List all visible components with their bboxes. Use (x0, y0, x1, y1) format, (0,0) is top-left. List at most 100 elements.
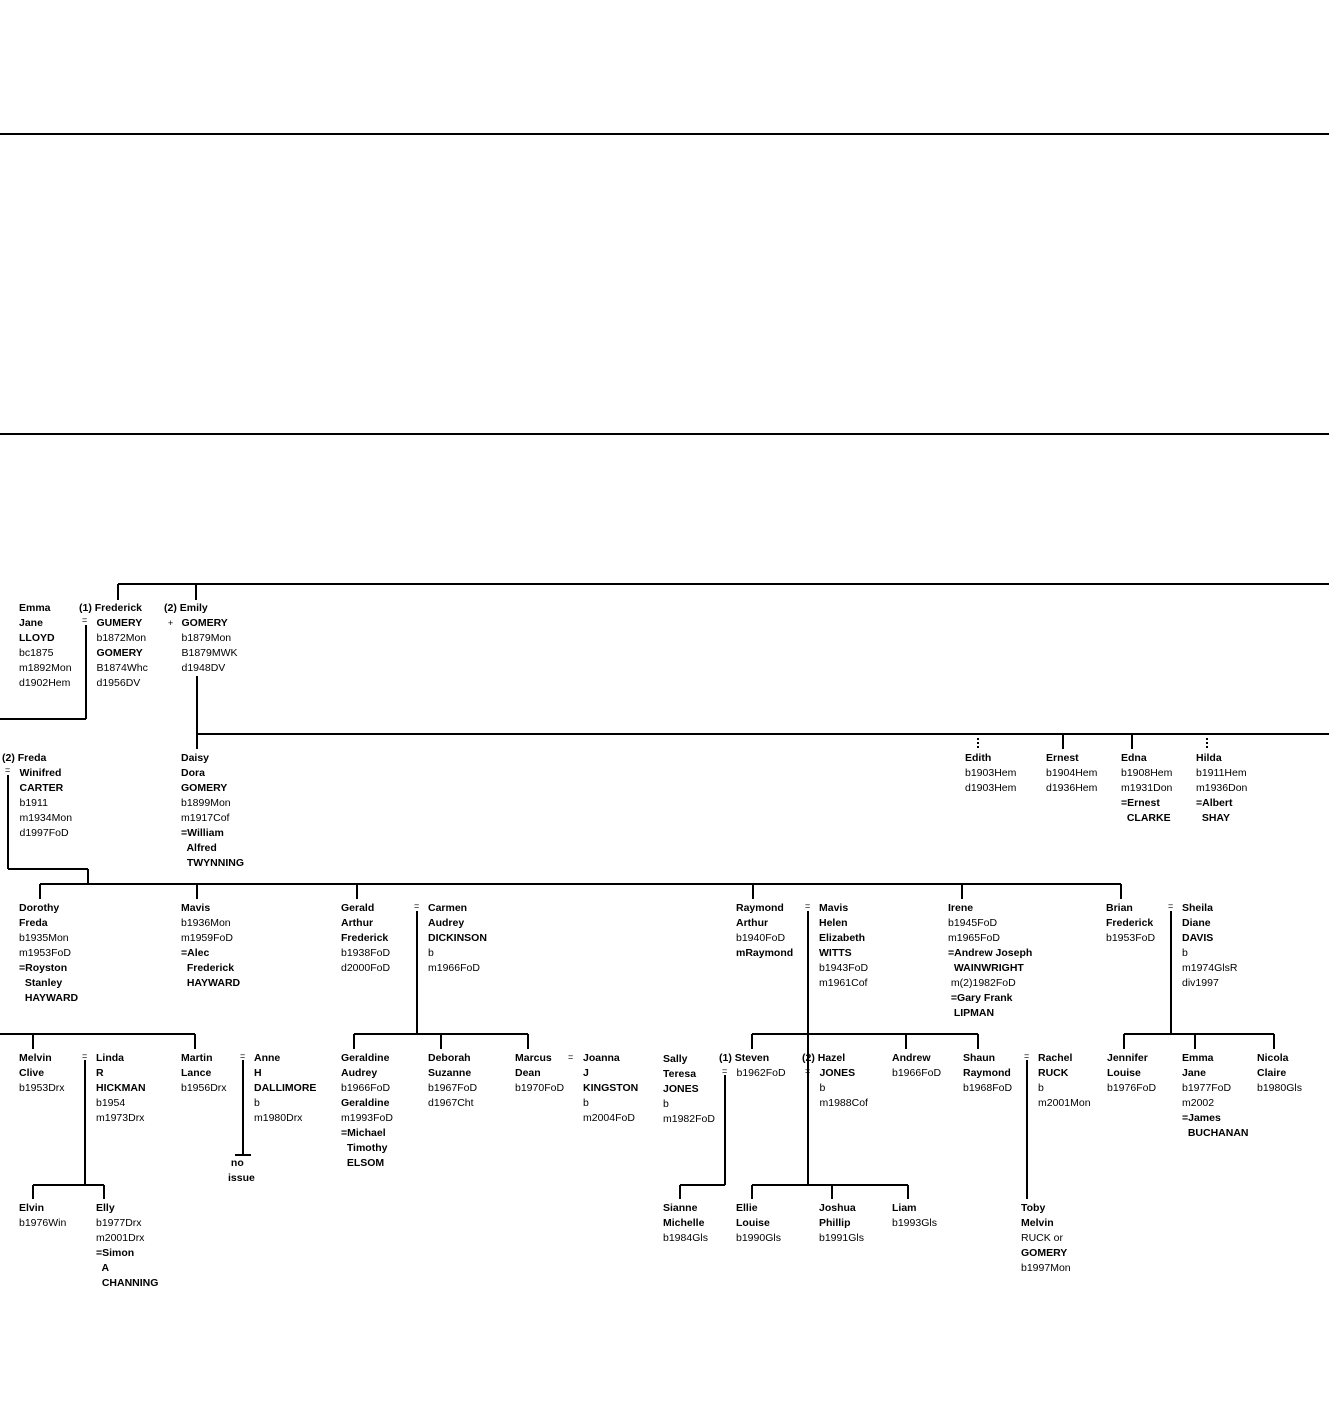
person-line: Lance (181, 1067, 212, 1079)
person-line: Marcus (515, 1052, 552, 1064)
person-emma2: Emma Jane b1977FoD m2002 =James BUCHANAN (1182, 1051, 1249, 1141)
person-line: b1966FoD (341, 1082, 391, 1094)
person-line: d1948DV (164, 662, 226, 674)
person-line: Freda (19, 917, 48, 929)
person-line: =Gary Frank (948, 992, 1013, 1004)
person-line: Winifred (2, 767, 62, 779)
person-line: Ellie (736, 1202, 758, 1214)
person-line: =Simon (96, 1247, 135, 1259)
person-marcus: Marcus Dean b1970FoD (515, 1051, 564, 1096)
person-line: Hilda (1196, 752, 1222, 764)
person-line: =William (181, 827, 224, 839)
person-brian: Brian Frederick b1953FoD (1106, 901, 1155, 946)
person-martin: Martin Lance b1956Drx (181, 1051, 227, 1096)
person-line: b1977Drx (96, 1217, 142, 1229)
person-line: m2001Mon (1038, 1097, 1091, 1109)
person-line: Elvin (19, 1202, 45, 1214)
person-hazel: (2) Hazel JONES b m1988Cof (802, 1051, 868, 1111)
person-irene: Irene b1945FoD m1965FoD =Andrew Joseph WAIN… (948, 901, 1032, 1021)
person-line: RUCK (1038, 1067, 1069, 1079)
person-line: Melvin (1021, 1217, 1054, 1229)
person-raymond: Raymond Arthur b1940FoD mRaymond (736, 901, 793, 961)
person-geraldine: Geraldine Audrey b1966FoD Geraldine m1993FoD… (341, 1051, 393, 1171)
person-line: Frederick (1106, 917, 1154, 929)
person-line: b1879Mon (164, 632, 232, 644)
person-line: HAYWARD (181, 977, 241, 989)
person-line: b1938FoD (341, 947, 391, 959)
person-line: (2) Freda (2, 752, 47, 764)
person-line: Dorothy (19, 902, 60, 914)
person-line: R (96, 1067, 104, 1079)
person-hilda: Hilda b1911Hem m1936Don =Albert SHAY (1196, 751, 1247, 826)
symbol-marriage-hazel: = (805, 1066, 811, 1076)
person-line: b1904Hem (1046, 767, 1098, 779)
person-line: m1973Drx (96, 1112, 145, 1124)
person-line: =Ernest (1121, 797, 1160, 809)
person-andrew: Andrew b1966FoD (892, 1051, 941, 1081)
person-line: m1892Mon (19, 662, 72, 674)
person-line: b1977FoD (1182, 1082, 1232, 1094)
symbol-marriage-raymond-mavis: = (805, 901, 811, 911)
person-line: Louise (1107, 1067, 1141, 1079)
person-edith: Edith b1903Hem d1903Hem (965, 751, 1016, 796)
person-emily: (2) Emily GOMERY b1879Mon B1879MWK d1948… (164, 601, 238, 676)
person-line: b1903Hem (965, 767, 1017, 779)
person-line: Emma (1182, 1052, 1214, 1064)
person-line: GOMERY (164, 617, 228, 629)
person-freda: (2) Freda Winifred CARTER b1911 m1934Mon… (2, 751, 72, 841)
person-line: (1) Frederick (79, 602, 143, 614)
person-line: Liam (892, 1202, 917, 1214)
person-line: d1997FoD (2, 827, 69, 839)
person-line: HAYWARD (19, 992, 79, 1004)
person-line: Timothy (341, 1142, 388, 1154)
person-line: =Michael (341, 1127, 386, 1139)
person-line: b1990Gls (736, 1232, 781, 1244)
person-line: Melvin (19, 1052, 52, 1064)
person-line: Geraldine (341, 1052, 390, 1064)
person-line: Dora (181, 767, 205, 779)
person-line: GOMERY (181, 782, 228, 794)
person-joshua: Joshua Phillip b1991Gls (819, 1201, 864, 1246)
person-line: Jane (1182, 1067, 1206, 1079)
person-line: d1936Hem (1046, 782, 1098, 794)
person-line: Jennifer (1107, 1052, 1148, 1064)
person-line: m1965FoD (948, 932, 1000, 944)
person-line: b (802, 1082, 826, 1094)
person-line: m1974GlsR (1182, 962, 1238, 974)
person-line: WITTS (819, 947, 852, 959)
person-line: A (96, 1262, 110, 1274)
symbol-marriage-steven-sally: = (722, 1066, 728, 1076)
person-dorothy: Dorothy Freda b1935Mon m1953FoD =Royston Sta… (19, 901, 78, 1006)
person-line: WAINWRIGHT (948, 962, 1024, 974)
person-line: Phillip (819, 1217, 851, 1229)
person-line: Andrew (892, 1052, 931, 1064)
symbol-marriage-gerald-carmen: = (414, 901, 420, 911)
person-line: CLARKE (1121, 812, 1171, 824)
symbol-marriage-frederick-emma: = (82, 615, 88, 625)
person-line: b1976FoD (1107, 1082, 1157, 1094)
person-line: =Albert (1196, 797, 1233, 809)
person-line: b1954 (96, 1097, 126, 1109)
person-line: b1976Win (19, 1217, 67, 1229)
symbol-marriage-melvin-linda: = (82, 1051, 88, 1061)
person-sheila: Sheila Diane DAVIS b m1974GlsR div1997 (1182, 901, 1237, 991)
person-line: LIPMAN (948, 1007, 995, 1019)
person-nicola: Nicola Claire b1980Gls (1257, 1051, 1302, 1096)
person-line: Geraldine (341, 1097, 390, 1109)
person-carmen: Carmen Audrey DICKINSON b m1966FoD (428, 901, 487, 976)
person-line: DAVIS (1182, 932, 1214, 944)
person-line: J (583, 1067, 589, 1079)
person-line: Raymond (963, 1067, 1011, 1079)
person-ellie: Ellie Louise b1990Gls (736, 1201, 781, 1246)
person-line: m1959FoD (181, 932, 233, 944)
person-line: Joanna (583, 1052, 620, 1064)
person-line: d1903Hem (965, 782, 1017, 794)
person-line: b1953FoD (1106, 932, 1156, 944)
person-line: =Alec (181, 947, 210, 959)
person-line: b1984Gls (663, 1232, 708, 1244)
person-line: div1997 (1182, 977, 1219, 989)
person-line: d1956DV (79, 677, 141, 689)
person-line: m1993FoD (341, 1112, 393, 1124)
person-line: =Royston (19, 962, 68, 974)
person-elvin: Elvin b1976Win (19, 1201, 66, 1231)
